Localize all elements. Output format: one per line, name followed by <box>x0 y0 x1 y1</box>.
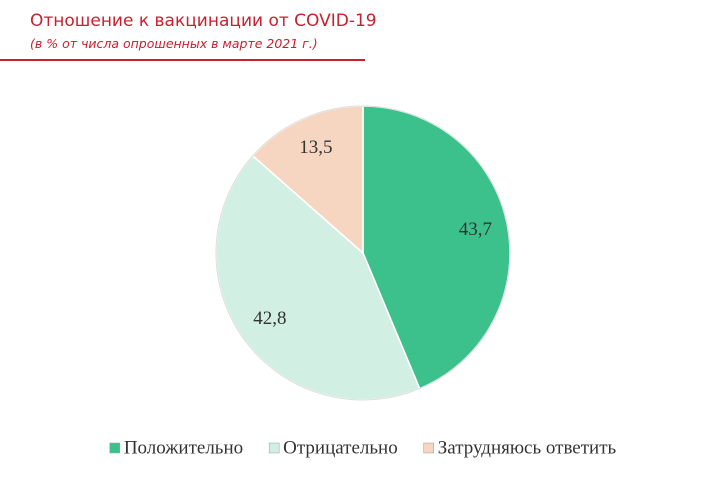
data-label: 42,8 <box>253 308 286 329</box>
legend-label: Положительно <box>124 437 243 458</box>
data-label: 13,5 <box>299 137 332 158</box>
chart-title: Отношение к вакцинации от COVID-19 <box>30 11 377 31</box>
pie-outline <box>215 105 511 401</box>
legend-marker <box>423 442 434 454</box>
legend-marker <box>268 442 280 454</box>
legend-label: Отрицательно <box>283 437 398 458</box>
legend-label: Затрудняюсь ответить <box>438 437 617 458</box>
legend-marker <box>109 442 121 454</box>
chart-subtitle: (в % от числа опрошенных в марте 2021 г.… <box>30 36 318 51</box>
data-label: 43,7 <box>459 219 492 240</box>
